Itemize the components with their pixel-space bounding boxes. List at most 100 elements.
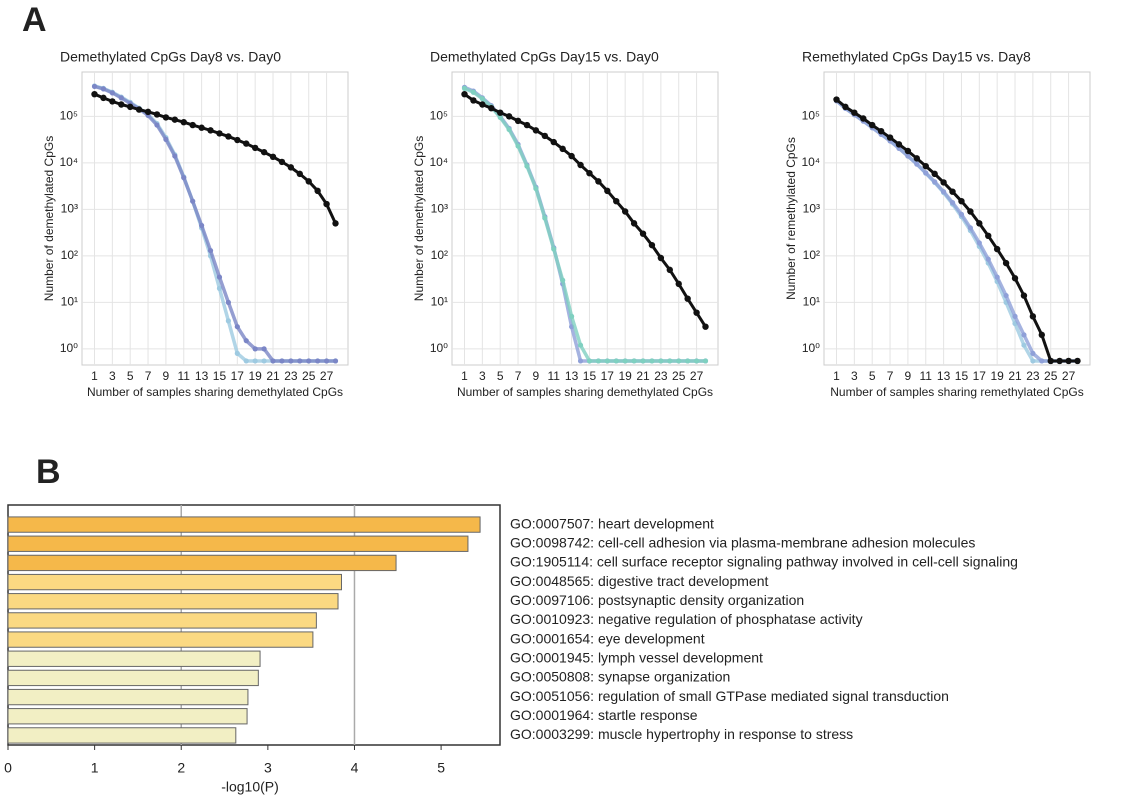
- point: [886, 134, 894, 141]
- point: [470, 97, 477, 104]
- point: [243, 140, 250, 147]
- y-tick-label: 10⁴: [429, 155, 448, 169]
- point: [514, 117, 522, 125]
- y-tick-label: 10³: [61, 202, 78, 216]
- point: [216, 130, 223, 137]
- point: [287, 164, 295, 171]
- point: [904, 147, 912, 155]
- x-tick-label: 7: [145, 369, 152, 383]
- point: [172, 153, 178, 159]
- point: [1030, 358, 1036, 364]
- point: [621, 208, 629, 215]
- y-tick-label: 10²: [431, 248, 448, 262]
- point: [622, 358, 628, 364]
- series-line: [835, 98, 1078, 363]
- point: [1047, 357, 1054, 365]
- point: [109, 98, 116, 105]
- point: [216, 285, 223, 291]
- x-tick-label: 3: [479, 369, 486, 383]
- y-tick-label: 10²: [803, 248, 820, 262]
- category-label: GO:0010923: negative regulation of phosp…: [510, 611, 863, 627]
- point: [1002, 259, 1010, 267]
- point: [261, 346, 267, 352]
- point: [1074, 357, 1081, 365]
- point: [932, 179, 938, 185]
- point: [905, 153, 911, 159]
- x-axis-label: Number of samples sharing demethylated C…: [457, 385, 713, 399]
- point: [1056, 357, 1063, 365]
- chart-title: Demethylated CpGs Day8 vs. Day0: [60, 49, 281, 65]
- x-tick-label: 17: [601, 369, 615, 383]
- bar: [7, 669, 259, 687]
- point: [675, 280, 682, 288]
- point: [613, 358, 619, 364]
- y-tick-label: 10⁰: [802, 341, 820, 355]
- point: [515, 143, 521, 149]
- bar: [7, 516, 481, 533]
- point: [913, 155, 921, 162]
- point: [613, 197, 620, 205]
- x-tick-label: 5: [497, 369, 504, 383]
- chart-title: Demethylated CpGs Day15 vs. Day0: [430, 49, 659, 65]
- x-tick-label: 3: [264, 760, 272, 776]
- point: [305, 178, 312, 185]
- y-tick-label: 10²: [61, 248, 78, 262]
- x-tick-label: 19: [990, 369, 1004, 383]
- point: [190, 198, 196, 204]
- point: [648, 241, 656, 249]
- plot-background: [451, 71, 719, 366]
- x-tick-label: 3: [109, 369, 116, 383]
- y-tick-label: 10³: [431, 202, 448, 216]
- point: [702, 323, 709, 330]
- point: [288, 358, 294, 364]
- bar: [7, 593, 339, 610]
- category-label: GO:0048565: digestive tract development: [510, 573, 768, 589]
- x-tick-label: 9: [163, 369, 170, 383]
- bar: [7, 573, 342, 591]
- category-label: GO:0007507: heart development: [510, 515, 714, 531]
- point: [1003, 292, 1009, 299]
- panel-label: B: [36, 453, 61, 491]
- point: [162, 114, 170, 121]
- point: [657, 254, 665, 262]
- y-tick-label: 10⁰: [60, 341, 78, 355]
- point: [461, 90, 468, 98]
- point: [118, 101, 125, 108]
- series-line: [93, 92, 337, 225]
- point: [639, 230, 647, 237]
- point: [1012, 313, 1018, 319]
- x-tick-label: 15: [213, 369, 227, 383]
- x-tick-label: 25: [1044, 369, 1058, 383]
- category-label: GO:0003299: muscle hypertrophy in respon…: [510, 726, 853, 742]
- point: [332, 220, 339, 227]
- x-tick-label: 1: [91, 369, 98, 383]
- series-line: [835, 99, 1078, 363]
- point: [314, 187, 321, 195]
- point: [163, 136, 169, 142]
- chart-title: Remethylated CpGs Day15 vs. Day8: [802, 49, 1031, 65]
- point: [270, 358, 276, 364]
- point: [461, 85, 468, 91]
- point: [604, 187, 611, 195]
- point: [967, 225, 973, 231]
- point: [234, 136, 241, 144]
- x-tick-label: 15: [955, 369, 969, 383]
- point: [91, 90, 98, 98]
- x-tick-label: 9: [905, 369, 912, 383]
- y-axis-label: Number of demethylated CpGs: [412, 136, 426, 301]
- point: [676, 358, 682, 364]
- point: [296, 170, 303, 178]
- point: [532, 127, 540, 134]
- point: [595, 178, 602, 185]
- point: [577, 342, 584, 348]
- category-label: GO:0050808: synapse organization: [510, 669, 730, 685]
- point: [922, 162, 929, 170]
- point: [877, 127, 885, 135]
- x-tick-label: 1: [833, 369, 840, 383]
- x-tick-label: 5: [127, 369, 134, 383]
- x-tick-label: 23: [284, 369, 298, 383]
- point: [243, 358, 249, 364]
- x-tick-label: 4: [351, 760, 359, 776]
- point: [604, 358, 610, 364]
- point: [470, 89, 477, 95]
